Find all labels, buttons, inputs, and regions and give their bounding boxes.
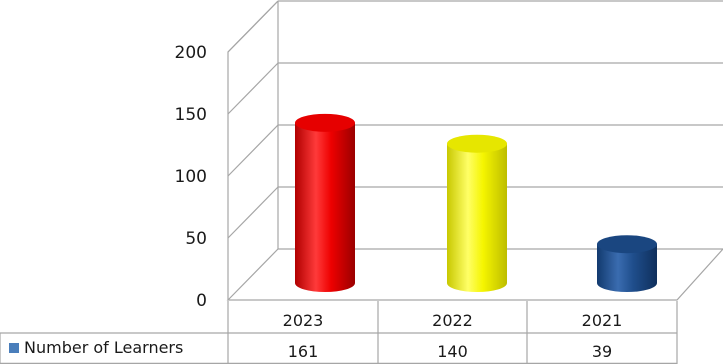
- bar-top: [447, 134, 507, 153]
- y-tick-label: 100: [175, 167, 207, 187]
- legend-swatch: [9, 343, 19, 353]
- data-table: Number of Learners 2023 161 2022 140 2021 39: [0, 301, 678, 364]
- gridline-side: [227, 62, 279, 115]
- bar-body: [597, 244, 657, 292]
- bar-body: [447, 143, 507, 292]
- y-tick-label: 150: [175, 105, 207, 125]
- y-tick-label: 0: [196, 291, 207, 311]
- y-tick-label: 200: [175, 43, 207, 63]
- legend-label: Number of Learners: [24, 338, 183, 357]
- bar-2023: [295, 113, 355, 292]
- x-category-label: 2022: [432, 311, 473, 330]
- y-tick-label: 50: [185, 229, 207, 249]
- y-axis: 0 50 100 150 200: [175, 43, 207, 311]
- gridline-side: [227, 186, 279, 239]
- floor: [226, 248, 723, 301]
- x-category-label: 2023: [283, 311, 324, 330]
- gridline-side: [227, 124, 279, 177]
- bar-top: [295, 113, 355, 132]
- data-label: 161: [288, 342, 319, 361]
- data-label: 39: [592, 342, 612, 361]
- bar-body: [295, 122, 355, 292]
- bars: [295, 113, 657, 292]
- data-label: 140: [437, 342, 468, 361]
- x-category-label: 2021: [582, 311, 623, 330]
- bar-2021: [597, 235, 657, 292]
- bar-2022: [447, 134, 507, 292]
- gridline-side: [227, 0, 279, 53]
- bar-top: [597, 235, 657, 254]
